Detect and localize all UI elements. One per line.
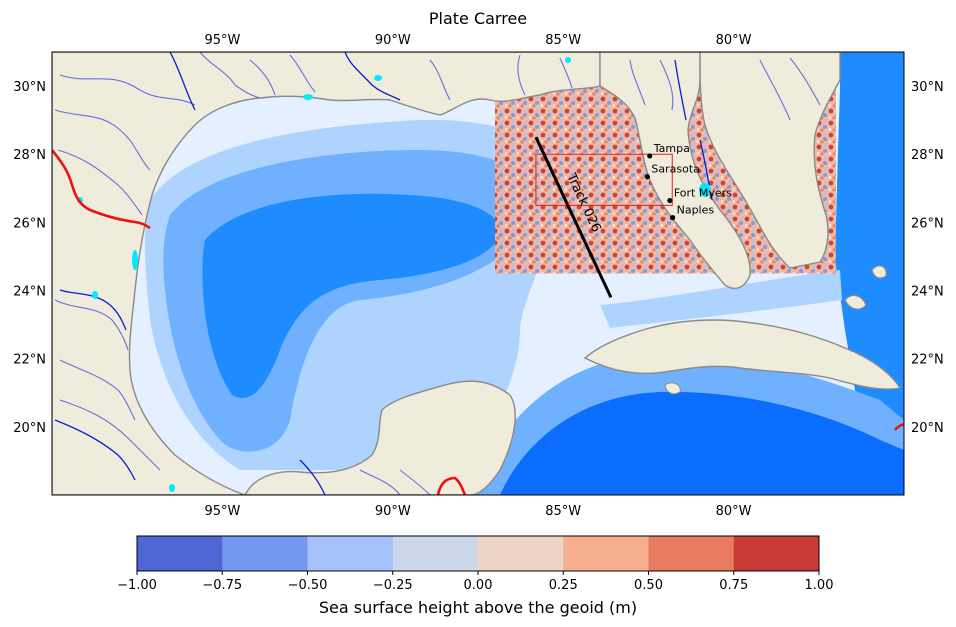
altimetry-track-line — [534, 136, 613, 298]
bahamas-land — [844, 265, 887, 310]
lat-tick-label: 20°N — [911, 421, 944, 436]
colorbar-segment — [733, 536, 820, 571]
map-title: Plate Carree — [429, 9, 527, 28]
colorbar-tick-label: 0.50 — [634, 578, 663, 593]
colorbar-tick-label: 0.75 — [719, 578, 748, 593]
lon-tick-label: 95°W — [204, 33, 240, 48]
city-label: Sarasota — [651, 163, 700, 176]
lon-tick-label: 90°W — [375, 33, 411, 48]
lat-tick-label: 24°N — [13, 285, 46, 300]
city-label: Fort Myers — [674, 187, 732, 200]
longitude-labels-bottom: 95°W 90°W 85°W 80°W — [204, 504, 751, 519]
country-borders — [52, 149, 904, 495]
lat-tick-label: 22°N — [13, 353, 46, 368]
lat-tick-label: 22°N — [911, 353, 944, 368]
lat-tick-label: 30°N — [911, 80, 944, 95]
map-frame — [51, 51, 905, 496]
city-marker — [644, 174, 650, 180]
lon-tick-label: 85°W — [545, 33, 581, 48]
colorbar-tick-label: −0.25 — [373, 578, 413, 593]
colorbar-segment — [563, 536, 649, 571]
major-rivers — [54, 52, 713, 495]
city-label: Tampa — [653, 142, 690, 155]
lakes — [77, 57, 711, 492]
colorbar-tick-label: 0.25 — [549, 578, 578, 593]
yucatan-land — [244, 380, 516, 495]
southeast-us-land — [699, 52, 841, 269]
lat-tick-label: 28°N — [911, 148, 944, 163]
cuba-land — [583, 319, 902, 390]
colorbar-tick-label: −1.00 — [117, 578, 157, 593]
caribbean-deep — [500, 391, 904, 495]
florida-land — [599, 52, 751, 290]
colorbar-segment — [222, 536, 308, 571]
colorbar-segment — [307, 536, 394, 571]
inset-area-box — [535, 153, 673, 206]
longitude-labels-top: 95°W 90°W 85°W 80°W — [204, 33, 751, 48]
lat-tick-label: 28°N — [13, 148, 46, 163]
isle-of-youth — [664, 382, 681, 395]
latitude-labels-right: 30°N 28°N 26°N 24°N 22°N 20°N — [911, 80, 944, 436]
colorbar-segment — [648, 536, 735, 571]
colorbar-tick-label: 0.00 — [464, 578, 493, 593]
colorbar-segment — [478, 536, 564, 571]
lat-tick-label: 26°N — [13, 216, 46, 231]
colorbar: −1.00 −0.75 −0.50 −0.25 0.00 0.25 0.50 0.75 1.00 — [117, 535, 834, 593]
colorbar-segment — [392, 536, 479, 571]
lon-tick-label: 80°W — [716, 33, 752, 48]
city-marker — [667, 197, 673, 204]
latitude-labels-left: 30°N 28°N 26°N 24°N 22°N 20°N — [13, 80, 46, 436]
lat-tick-label: 26°N — [911, 216, 944, 231]
rivers — [54, 52, 821, 495]
colorbar-label: Sea surface height above the geoid (m) — [319, 598, 637, 617]
lat-tick-label: 24°N — [911, 285, 944, 300]
city-marker — [669, 215, 676, 221]
lon-tick-label: 80°W — [716, 504, 752, 519]
lon-tick-label: 90°W — [375, 504, 411, 519]
lat-tick-label: 20°N — [13, 421, 46, 436]
north-america-land — [52, 52, 601, 495]
colorbar-tick-label: −0.50 — [288, 578, 328, 593]
straits-florida — [600, 270, 842, 328]
city-markers: Tampa Sarasota Fort Myers Naples — [644, 142, 732, 221]
colorbar-segment — [137, 536, 223, 571]
lat-tick-label: 30°N — [13, 80, 46, 95]
city-label: Naples — [677, 204, 715, 217]
lon-tick-label: 95°W — [204, 504, 240, 519]
colorbar-tick-label: −0.75 — [202, 578, 242, 593]
lon-tick-label: 85°W — [545, 504, 581, 519]
colorbar-tick-label: 1.00 — [805, 578, 834, 593]
city-marker — [647, 153, 653, 159]
gulf-basin-deep — [202, 193, 501, 398]
